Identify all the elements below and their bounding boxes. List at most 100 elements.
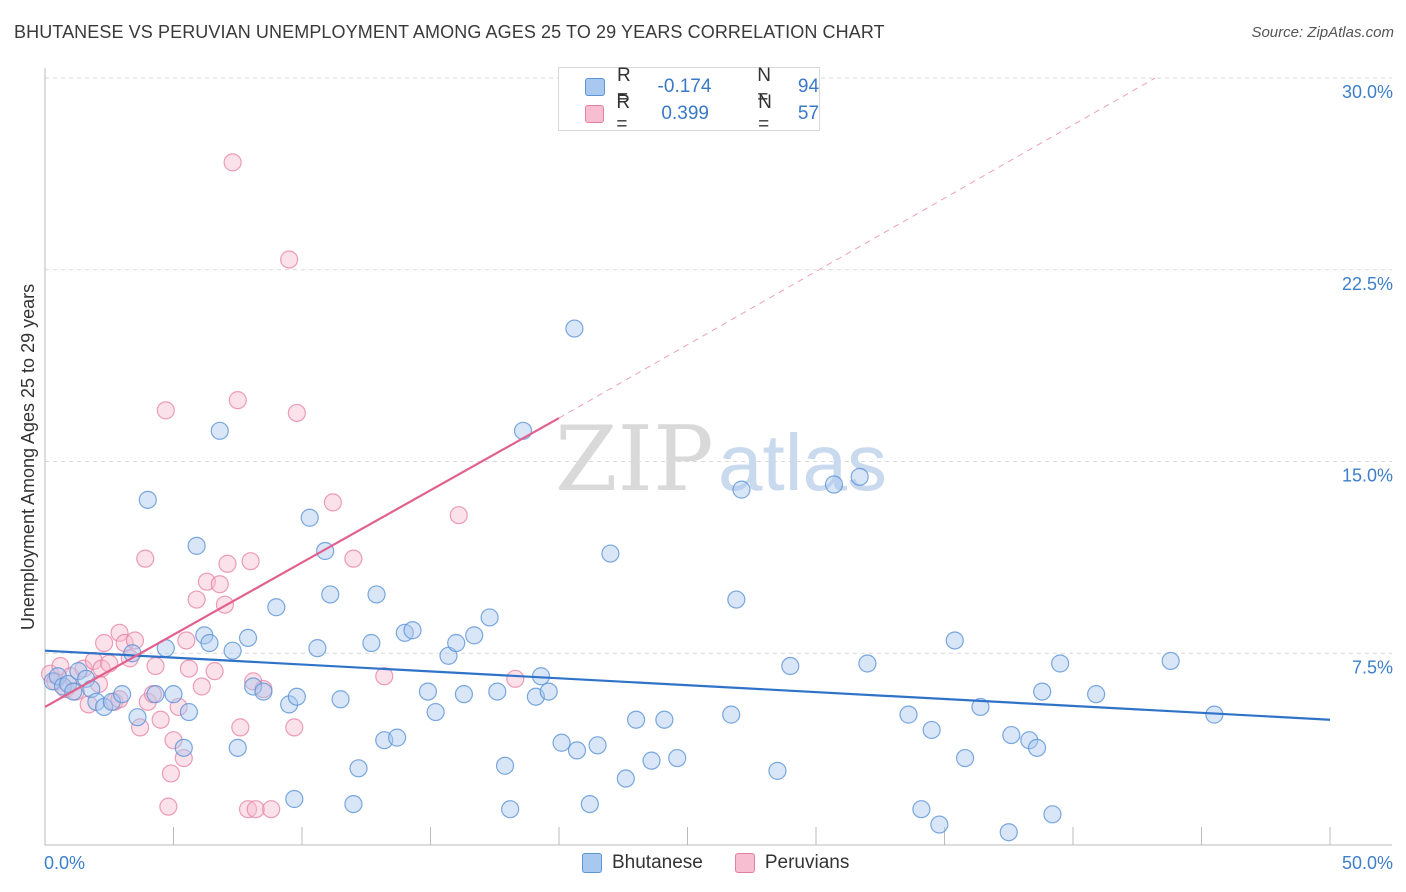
x-tick-label: 0.0% [44, 853, 85, 873]
point-bhutanese [454, 685, 474, 704]
legend-swatch-bhutanese [585, 78, 605, 96]
point-bhutanese [642, 751, 661, 770]
point-peruvians [110, 623, 129, 642]
chart-title: BHUTANESE VS PERUVIAN UNEMPLOYMENT AMONG… [14, 22, 885, 42]
point-bhutanese [254, 682, 273, 701]
point-bhutanese [501, 800, 520, 819]
point-bhutanese [971, 697, 990, 717]
trend-line-peruvians [44, 417, 560, 708]
point-peruvians [161, 764, 181, 783]
point-peruvians [159, 797, 178, 816]
point-bhutanese [930, 815, 949, 834]
point-peruvians [285, 718, 304, 737]
point-bhutanese [344, 794, 363, 814]
trend-lines [44, 417, 1331, 721]
point-bhutanese [53, 677, 73, 696]
point-bhutanese [580, 794, 599, 814]
point-bhutanese [999, 823, 1018, 842]
point-bhutanese [362, 633, 381, 653]
point-bhutanese [447, 633, 466, 653]
legend-swatch-peruvians [585, 105, 605, 123]
point-bhutanese [513, 421, 533, 440]
point-bhutanese [1043, 805, 1062, 824]
point-peruvians [449, 506, 468, 525]
bottom-legend-bhutanese: Bhutanese [582, 852, 703, 874]
trend-line-bhutanese [44, 649, 1331, 721]
source-label: Source: ZipAtlas.com [1251, 24, 1394, 41]
point-bhutanese [488, 682, 507, 701]
point-bhutanese [349, 759, 368, 778]
legend: R = -0.174 N = 94 R = 0.399 N = 57 [558, 65, 820, 135]
point-bhutanese [626, 710, 646, 729]
y-tick-label: 15.0% [1342, 466, 1393, 486]
point-bhutanese [179, 702, 199, 722]
bottom-legend: Bhutanese Peruvians [582, 852, 881, 874]
legend-row-peruvians: R = 0.399 N = 57 [585, 92, 819, 135]
point-bhutanese [912, 800, 931, 819]
point-bhutanese [1051, 654, 1070, 673]
point-bhutanese [480, 608, 499, 627]
legend-r-label: R = [616, 92, 631, 135]
point-peruvians [146, 656, 165, 676]
point-peruvians [246, 800, 265, 819]
point-peruvians [241, 552, 260, 571]
trend-extension [558, 77, 1156, 419]
point-bhutanese [300, 508, 319, 527]
point-bhutanese [403, 621, 422, 640]
point-bhutanese [387, 728, 407, 747]
watermark: ZIP atlas [555, 407, 887, 512]
point-bhutanese [955, 748, 975, 768]
bottom-legend-swatch-peruvians [734, 853, 755, 873]
point-bhutanese [945, 631, 964, 650]
legend-n-label: N = [758, 92, 772, 135]
point-bhutanese [418, 682, 438, 701]
point-bhutanese [1027, 738, 1047, 757]
point-peruvians [100, 654, 119, 673]
point-peruvians [218, 554, 237, 573]
point-bhutanese [465, 626, 484, 645]
y-tick-label: 30.0% [1342, 82, 1393, 102]
point-bhutanese [285, 789, 304, 809]
x-tick-label: 50.0% [1342, 853, 1393, 873]
watermark-zip: ZIP [555, 407, 714, 512]
point-bhutanese [102, 692, 121, 711]
point-bhutanese [565, 319, 584, 338]
point-bhutanese [899, 705, 918, 724]
point-peruvians [164, 731, 183, 750]
point-bhutanese [267, 598, 286, 617]
point-peruvians [287, 403, 306, 423]
point-peruvians [151, 710, 170, 729]
point-bhutanese [321, 585, 340, 604]
point-peruvians [223, 153, 242, 172]
point-bhutanese [722, 705, 741, 724]
watermark-atlas: atlas [718, 418, 887, 507]
point-peruvians [205, 662, 224, 681]
legend-r-value: -0.174 [657, 76, 712, 97]
point-bhutanese [858, 654, 877, 673]
point-bhutanese [922, 720, 941, 740]
trend-extension-peruvians [558, 77, 1156, 419]
point-peruvians [280, 250, 299, 269]
bottom-legend-swatch-bhutanese [582, 853, 602, 873]
point-bhutanese [727, 590, 746, 609]
point-bhutanese [1161, 651, 1180, 671]
axes [44, 68, 1392, 846]
point-bhutanese [164, 685, 183, 704]
legend-n-label: N = [757, 65, 772, 108]
point-bhutanese [495, 756, 515, 775]
point-bhutanese [426, 702, 445, 722]
point-bhutanese [1033, 682, 1052, 701]
point-peruvians [187, 590, 206, 609]
y-tick-label: 22.5% [1342, 274, 1393, 294]
point-bhutanese [768, 761, 787, 780]
tick-labels: 7.5% 15.0% 22.5% 30.0% 0.0% 50.0% [44, 82, 1393, 873]
point-bhutanese [539, 682, 558, 701]
legend-n-value: 94 [797, 76, 820, 97]
point-bhutanese [187, 536, 206, 555]
bottom-legend-label: Bhutanese [612, 852, 703, 873]
point-bhutanese [43, 672, 62, 691]
point-bhutanese [331, 690, 350, 709]
point-bhutanese [668, 748, 687, 768]
point-bhutanese [128, 708, 147, 727]
point-peruvians [344, 549, 363, 568]
